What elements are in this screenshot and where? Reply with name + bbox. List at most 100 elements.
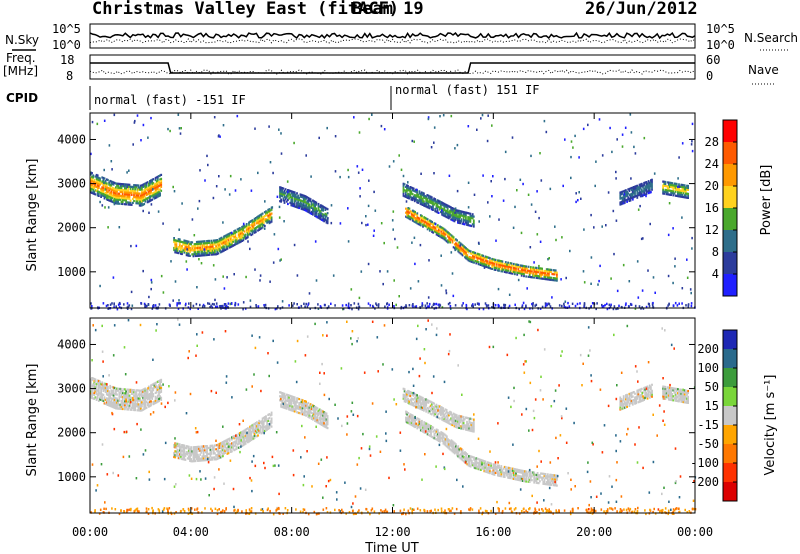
range-cell	[458, 213, 460, 216]
range-cell	[113, 404, 116, 407]
nsearch-tick-top: 10^5	[706, 22, 735, 36]
range-cell	[298, 405, 301, 409]
range-cell	[263, 426, 266, 429]
range-cell	[270, 413, 273, 416]
range-cell	[243, 230, 246, 233]
range-cell	[406, 417, 408, 420]
range-cell	[177, 240, 180, 243]
range-cell	[409, 413, 412, 416]
range-cell	[456, 239, 458, 242]
range-cell	[420, 203, 423, 206]
range-cell	[117, 186, 119, 189]
range-cell	[455, 426, 458, 429]
range-cell	[96, 379, 99, 382]
range-cell	[467, 425, 469, 428]
range-cell	[146, 404, 149, 407]
range-cell	[186, 241, 189, 244]
range-cell	[327, 305, 330, 308]
range-cell	[198, 447, 200, 450]
range-cell	[415, 393, 417, 396]
range-cell	[419, 220, 422, 223]
range-cell	[270, 220, 273, 223]
range-cell	[407, 207, 410, 210]
range-cell	[443, 419, 446, 422]
range-cell	[448, 205, 450, 208]
range-cell	[222, 275, 224, 278]
range-cell	[466, 254, 469, 257]
range-cell	[671, 192, 674, 195]
range-cell	[325, 221, 328, 224]
range-cell	[236, 435, 239, 438]
range-cell	[453, 239, 456, 242]
range-cell	[317, 216, 320, 219]
range-cell	[149, 182, 151, 185]
range-cell	[565, 276, 567, 280]
range-cell	[423, 403, 425, 406]
range-cell	[234, 241, 237, 244]
range-cell	[427, 224, 430, 227]
range-cell	[153, 382, 156, 385]
range-cell	[130, 396, 133, 399]
range-cell	[115, 401, 117, 404]
range-cell	[519, 266, 522, 269]
range-cell	[672, 304, 675, 307]
range-cell	[533, 276, 536, 279]
range-cell	[255, 304, 257, 307]
range-cell	[206, 242, 208, 245]
range-cell	[466, 248, 469, 251]
range-cell	[460, 214, 463, 217]
range-cell	[501, 266, 504, 269]
nsky-tick-top: 10^5	[52, 22, 81, 36]
range-cell	[570, 140, 573, 143]
range-cell	[457, 246, 460, 249]
range-cell	[235, 435, 238, 439]
range-cell	[472, 257, 474, 260]
range-cell	[521, 304, 524, 307]
range-cell	[125, 199, 127, 202]
range-cell	[629, 197, 632, 200]
range-cell	[322, 205, 324, 208]
range-cell	[268, 425, 271, 428]
range-cell	[449, 422, 451, 425]
range-cell	[492, 264, 495, 267]
range-cell	[150, 189, 152, 192]
range-cell	[615, 177, 617, 180]
range-cell	[498, 263, 500, 266]
range-cell	[292, 191, 295, 194]
range-cell	[435, 405, 438, 408]
range-cell	[260, 213, 263, 216]
range-cell	[298, 403, 301, 407]
range-cell	[152, 186, 155, 189]
range-cell	[647, 188, 650, 191]
range-cell	[199, 244, 202, 247]
range-cell	[418, 198, 421, 201]
range-cell	[317, 303, 319, 306]
range-cell	[116, 407, 118, 410]
range-cell	[187, 240, 190, 243]
range-cell	[634, 187, 636, 190]
range-cell	[291, 196, 294, 199]
range-cell	[96, 381, 99, 384]
range-cell	[473, 261, 475, 264]
range-cell	[287, 405, 289, 409]
range-cell	[524, 271, 526, 274]
range-cell	[637, 296, 640, 299]
range-cell	[467, 212, 469, 215]
range-cell	[102, 184, 105, 188]
range-cell	[134, 184, 136, 187]
range-cell	[132, 390, 134, 394]
range-cell	[141, 393, 143, 396]
range-cell	[265, 429, 267, 432]
range-cell	[677, 189, 679, 192]
range-cell	[638, 305, 641, 308]
range-cell	[419, 224, 422, 227]
range-cell	[222, 447, 224, 450]
range-cell	[325, 219, 328, 222]
range-cell	[306, 405, 309, 408]
range-cell	[498, 265, 500, 268]
range-cell	[187, 252, 190, 255]
range-cell	[121, 185, 124, 188]
nave-tick-top: 60	[706, 53, 720, 67]
range-cell	[197, 248, 199, 251]
range-cell	[142, 269, 144, 273]
